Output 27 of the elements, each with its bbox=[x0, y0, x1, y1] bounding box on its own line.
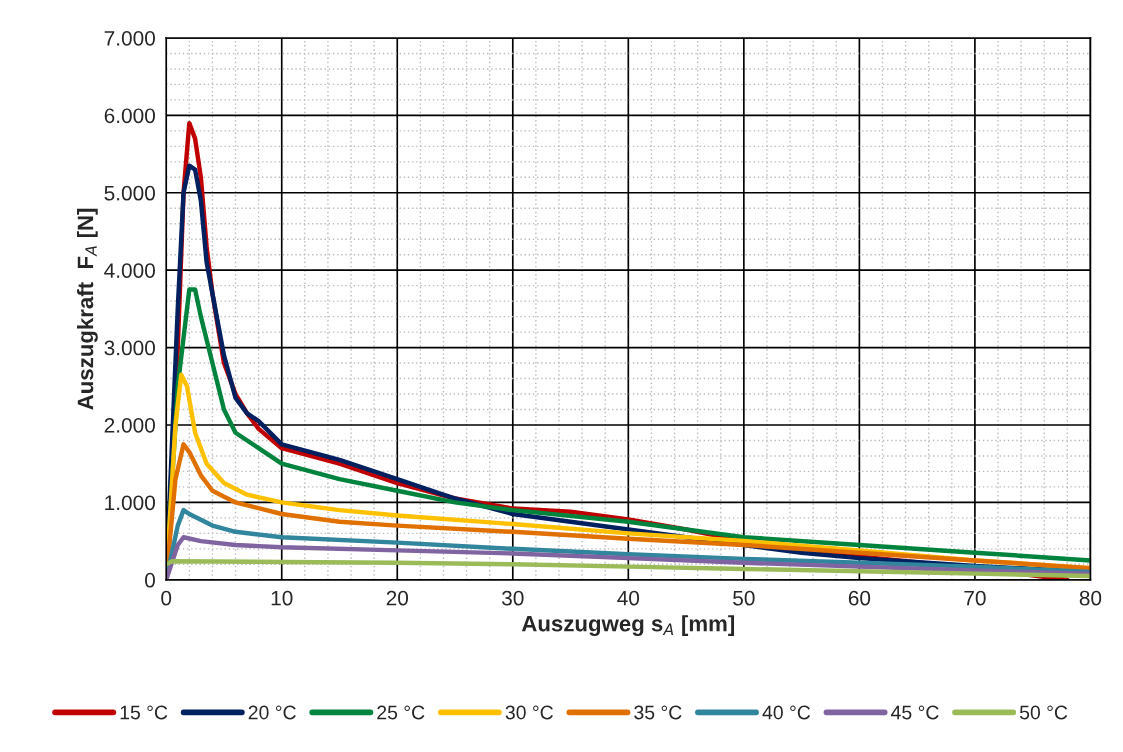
y-tick-label: 1.000 bbox=[105, 495, 155, 511]
legend-label: 40 °C bbox=[762, 705, 811, 720]
y-tick-label: 6.000 bbox=[104, 108, 155, 124]
x-tick-label: 30 bbox=[502, 590, 524, 606]
legend-label: 35 °C bbox=[634, 705, 682, 720]
x-tick-label: 60 bbox=[848, 590, 871, 606]
y-tick-label: 4.000 bbox=[104, 263, 155, 278]
x-tick-label: 80 bbox=[1079, 590, 1102, 606]
x-tick-label: 70 bbox=[964, 590, 986, 606]
y-tick-label: 2.000 bbox=[104, 417, 155, 433]
legend-label: 45 °C bbox=[891, 705, 939, 720]
y-tick-label: 5.000 bbox=[104, 185, 155, 201]
y-tick-label: 3.000 bbox=[104, 340, 155, 356]
x-tick-label: 50 bbox=[733, 590, 755, 606]
y-axis-title: Auszugkraft F$_{A}$ [N] bbox=[76, 208, 98, 410]
x-tick-label: 20 bbox=[386, 590, 409, 606]
legend-label: 25 °C bbox=[377, 705, 425, 720]
x-tick-label: 0 bbox=[161, 590, 172, 606]
legend-label: 50 °C bbox=[1019, 705, 1068, 720]
legend-label: 15 °C bbox=[120, 705, 168, 720]
y-tick-label: 0 bbox=[145, 572, 155, 588]
x-tick-label: 40 bbox=[617, 590, 640, 606]
x-axis-title: Auszugweg s$_{A}$ [mm] bbox=[521, 615, 735, 636]
y-tick-label: 7.000 bbox=[104, 30, 155, 46]
legend-label: 30 °C bbox=[505, 705, 553, 720]
legend-label: 20 °C bbox=[248, 705, 296, 720]
x-tick-label: 10 bbox=[271, 590, 293, 606]
